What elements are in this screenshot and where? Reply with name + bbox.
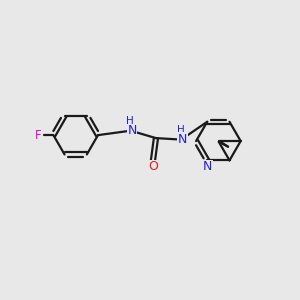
Text: F: F [34, 129, 41, 142]
Text: H: H [177, 125, 184, 135]
Text: O: O [148, 160, 158, 173]
Text: N: N [202, 160, 212, 173]
Text: N: N [178, 133, 188, 146]
Text: H: H [126, 116, 134, 126]
Text: N: N [128, 124, 137, 137]
